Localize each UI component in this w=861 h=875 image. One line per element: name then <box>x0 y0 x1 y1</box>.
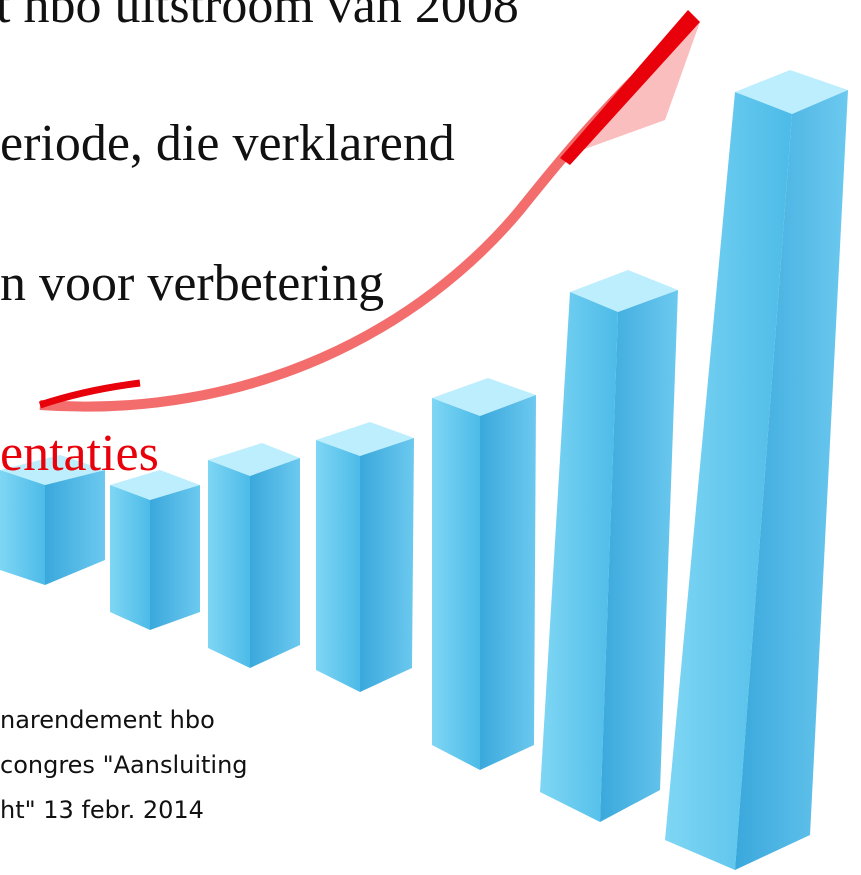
bar-graphic <box>0 70 848 870</box>
footer-line: narendement hbo <box>0 706 215 734</box>
text-line: entaties <box>0 425 159 482</box>
trend-arrow <box>38 10 700 412</box>
text-line: t hbo uitstroom van 2008 <box>0 0 519 34</box>
text-line: n voor verbetering <box>0 255 384 312</box>
footer-line: congres "Aansluiting <box>0 751 248 779</box>
footer-line: ht" 13 febr. 2014 <box>0 796 204 824</box>
text-line: eriode, die verklarend <box>0 115 455 172</box>
